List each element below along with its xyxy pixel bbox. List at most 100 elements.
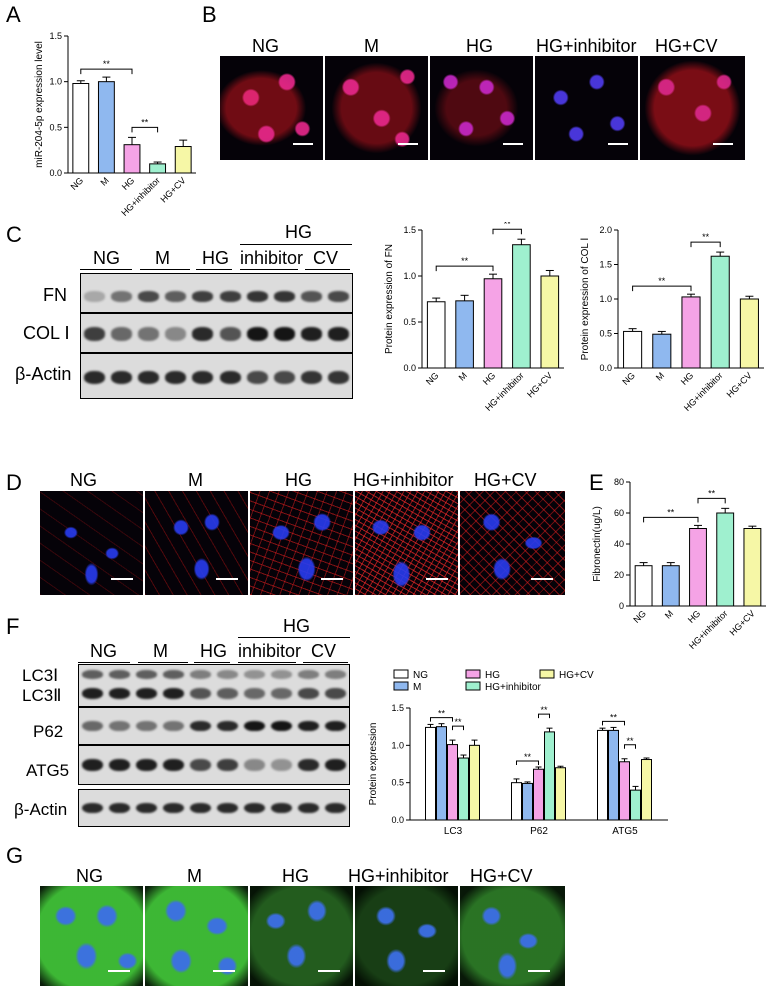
legend-label: HG xyxy=(485,670,500,681)
blot-band xyxy=(138,370,160,384)
blot-band xyxy=(325,759,346,772)
bar xyxy=(123,144,141,174)
blot-f-lane-ng: NG xyxy=(90,641,117,661)
bar xyxy=(634,565,653,607)
scale-bar xyxy=(608,143,628,145)
blot-band xyxy=(244,687,265,700)
micrograph-b-hg-inhibitor xyxy=(535,56,640,160)
x-tick-label: NG xyxy=(69,175,86,192)
micrograph-b-ng xyxy=(220,56,325,160)
panel-label-c: C xyxy=(6,222,22,247)
scale-bar xyxy=(423,970,445,972)
bar xyxy=(97,81,115,174)
x-tick-label: HG xyxy=(679,370,696,387)
blot-band xyxy=(271,802,292,814)
bar xyxy=(681,296,701,369)
y-tick-label: 0.0 xyxy=(391,815,404,825)
panel-label-g: G xyxy=(6,843,24,868)
bar xyxy=(540,275,560,369)
bar xyxy=(469,744,480,821)
blot-f-lane-hg: HG xyxy=(200,641,227,661)
blot-f-lane-m: M xyxy=(153,641,168,661)
blot-band xyxy=(271,759,292,772)
blot-band xyxy=(163,802,184,814)
micrograph-g-hg-inhibitor xyxy=(355,886,460,986)
y-axis-label: miR-204-5p expression level xyxy=(34,41,45,168)
y-tick-label: 80 xyxy=(614,477,624,487)
blot-band xyxy=(82,759,103,772)
blot-band xyxy=(271,669,292,679)
y-axis-label: Protein expression of COL Ⅰ xyxy=(580,238,591,361)
blot-band xyxy=(82,669,103,679)
bar xyxy=(511,782,522,821)
significance-label: ** xyxy=(103,59,111,69)
bar xyxy=(483,278,503,369)
bar xyxy=(597,729,608,821)
bar xyxy=(630,789,641,821)
blot-band xyxy=(84,291,106,302)
bar xyxy=(743,528,762,607)
legend-label: HG+CV xyxy=(559,670,594,681)
significance-bracket xyxy=(492,228,522,235)
blot-band xyxy=(219,327,241,341)
x-tick-label: HG+CV xyxy=(525,370,554,399)
blot-band xyxy=(244,802,265,814)
scale-bar xyxy=(398,143,418,145)
significance-bracket xyxy=(632,285,692,292)
significance-bracket xyxy=(131,126,159,133)
blot-f-group-hg-header: HG xyxy=(283,616,310,636)
micrograph-d-ng xyxy=(40,491,145,595)
blot-c-lane-cv: CV xyxy=(313,248,339,268)
blot-band xyxy=(327,327,349,341)
panel-label-d: D xyxy=(6,470,22,495)
scale-bar xyxy=(528,970,550,972)
blot-band xyxy=(300,370,322,384)
blot-band xyxy=(138,327,160,341)
blot-f-row-label-lc3-ii: LC3Ⅱ xyxy=(22,686,62,705)
y-tick-label: 0 xyxy=(619,601,624,611)
blot-f-row-label-lc3-i: LC3Ⅰ xyxy=(22,666,59,685)
panel-b-label-hg: HG xyxy=(466,36,493,56)
blot-band xyxy=(325,687,346,700)
significance-label: ** xyxy=(454,717,462,727)
y-tick-label: 0.0 xyxy=(49,168,62,178)
blot-band xyxy=(109,720,130,732)
y-tick-label: 1.5 xyxy=(391,703,404,713)
bar xyxy=(716,512,735,607)
legend-swatch xyxy=(393,669,409,679)
micrograph-d-m xyxy=(145,491,250,595)
blot-band xyxy=(298,759,319,772)
blot-strip-lc3 xyxy=(78,664,350,707)
significance-label: ** xyxy=(626,736,634,746)
blot-band xyxy=(273,327,295,341)
blot-band xyxy=(217,802,238,814)
blot-band xyxy=(217,759,238,772)
blot-c-lane-inhibitor: inhibitor xyxy=(240,248,304,268)
blot-band xyxy=(300,327,322,341)
blot-band xyxy=(271,687,292,700)
y-tick-label: 20 xyxy=(614,570,624,580)
x-tick-label: M xyxy=(457,370,469,382)
significance-bracket xyxy=(435,265,494,272)
x-tick-label: NG xyxy=(620,370,637,387)
scale-bar xyxy=(216,578,238,580)
blot-band xyxy=(136,720,157,732)
blot-c-group-hg-header: HG xyxy=(285,222,312,242)
bar xyxy=(436,726,447,821)
y-axis-label: Protein expression xyxy=(368,723,379,806)
x-tick-label: HG+CV xyxy=(725,370,754,399)
blot-band xyxy=(217,669,238,679)
legend-label: M xyxy=(413,682,421,693)
micrograph-g-hg-cv xyxy=(460,886,565,986)
significance-bracket xyxy=(430,717,453,722)
significance-label: ** xyxy=(708,488,716,498)
scale-bar xyxy=(108,970,130,972)
blot-band xyxy=(190,669,211,679)
blot-band xyxy=(244,759,265,772)
bar xyxy=(608,729,619,821)
panel-label-a: A xyxy=(6,2,21,27)
blot-band xyxy=(165,291,187,302)
x-tick-label: HG xyxy=(120,175,137,192)
scale-bar xyxy=(318,970,340,972)
